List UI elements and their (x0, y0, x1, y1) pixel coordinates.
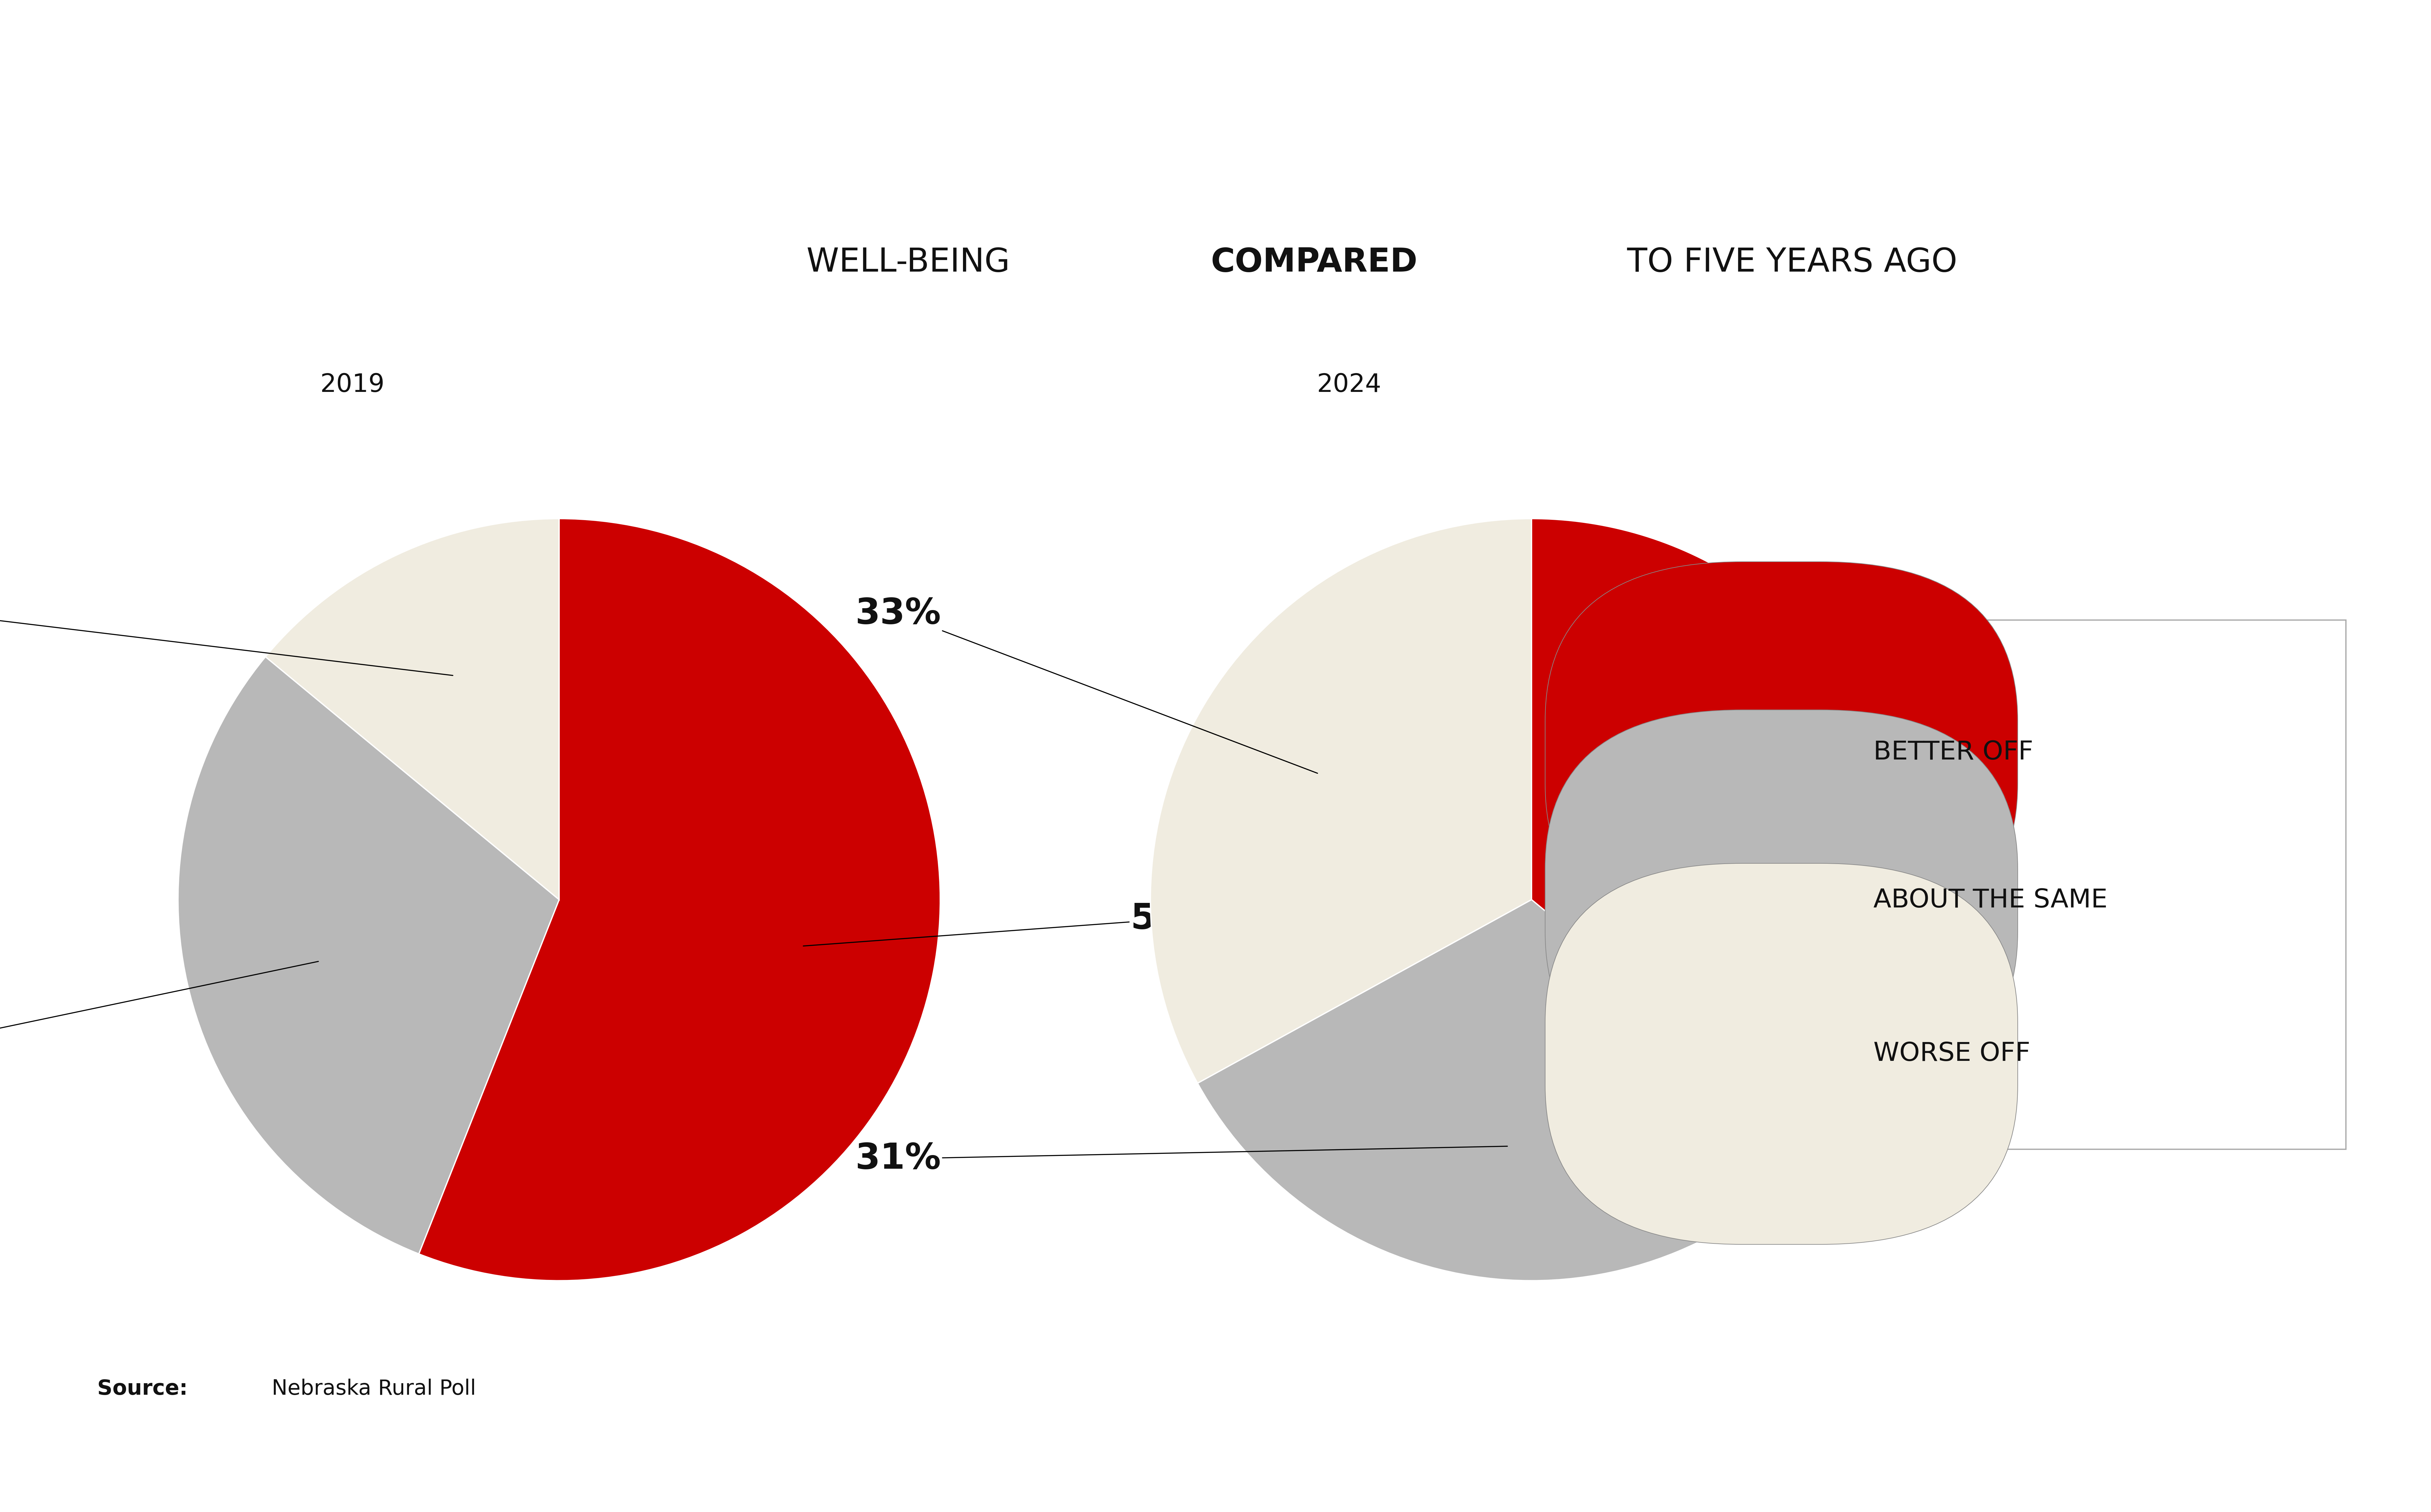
Text: ABOUT THE SAME: ABOUT THE SAME (1874, 888, 2108, 913)
Text: 2019: 2019 (321, 372, 384, 398)
Text: COMPARED: COMPARED (1211, 246, 1417, 278)
Text: 33%: 33% (856, 596, 1318, 773)
Text: 31%: 31% (856, 1142, 1507, 1176)
Wedge shape (177, 656, 559, 1253)
Text: BETTER OFF: BETTER OFF (1874, 739, 2032, 765)
FancyBboxPatch shape (1546, 711, 2018, 1092)
Wedge shape (265, 519, 559, 900)
Wedge shape (1150, 519, 1532, 1083)
Wedge shape (1532, 519, 1913, 1143)
Text: Nebraska Rural Poll: Nebraska Rural Poll (265, 1379, 476, 1399)
Text: TO FIVE YEARS AGO: TO FIVE YEARS AGO (1617, 246, 1957, 278)
Text: 30%: 30% (0, 962, 318, 1077)
Text: WORSE OFF: WORSE OFF (1874, 1042, 2030, 1066)
FancyBboxPatch shape (1690, 620, 2346, 1149)
FancyBboxPatch shape (1546, 863, 2018, 1244)
Wedge shape (418, 519, 941, 1281)
Text: GROWING PESSIMISM: GROWING PESSIMISM (552, 85, 1220, 139)
Text: 36%: 36% (1758, 794, 2188, 833)
Text: 56%: 56% (802, 901, 1216, 947)
FancyBboxPatch shape (1546, 562, 2018, 943)
Text: IN RURAL NEBRASKA: IN RURAL NEBRASKA (1220, 85, 1806, 139)
Text: WELL-BEING: WELL-BEING (807, 246, 1021, 278)
Wedge shape (1198, 900, 1826, 1281)
Text: 14%: 14% (0, 585, 452, 676)
Text: Source:: Source: (97, 1379, 187, 1399)
Text: 2024: 2024 (1318, 372, 1381, 398)
